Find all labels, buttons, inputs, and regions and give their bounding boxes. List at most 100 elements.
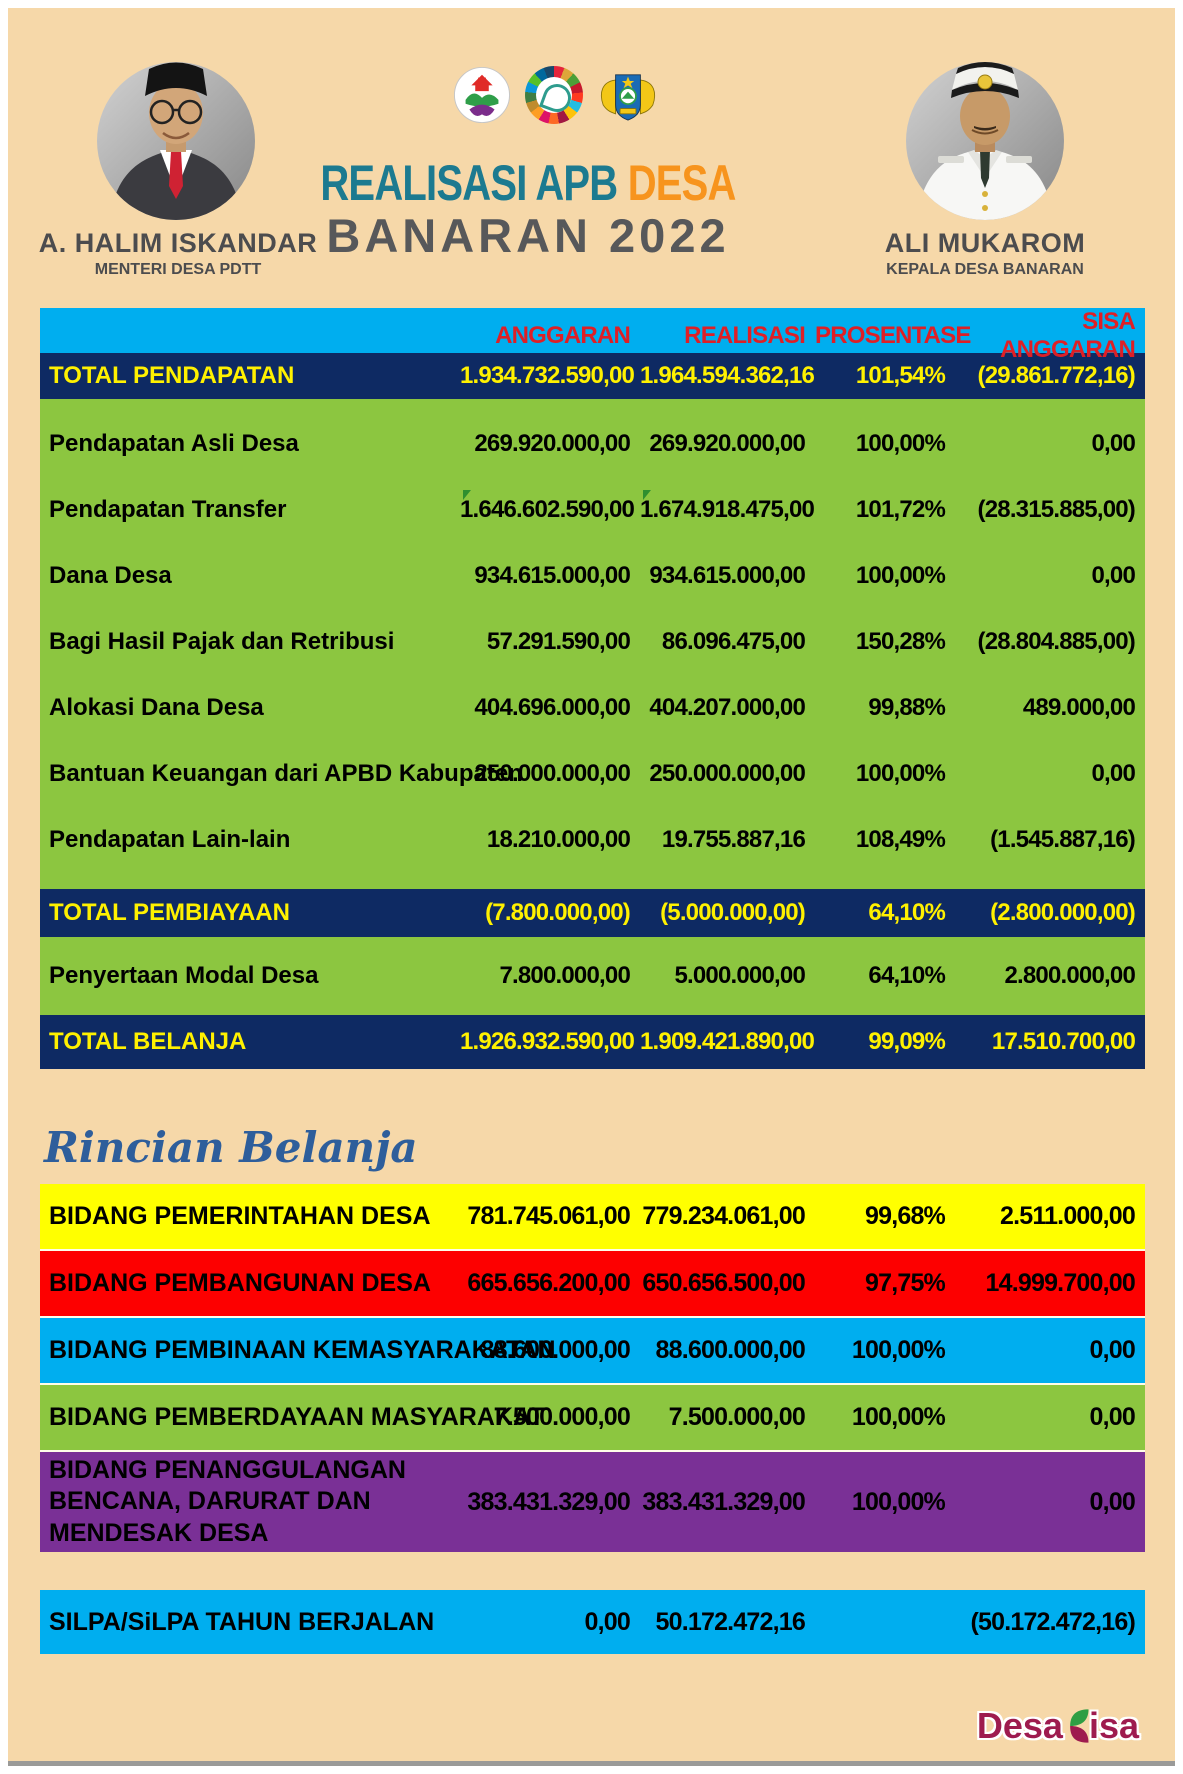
row-label: BIDANG PEMBERDAYAAN MASYARAKAT bbox=[49, 1403, 545, 1431]
row-label: TOTAL BELANJA bbox=[49, 1028, 247, 1055]
realisasi-value: 383.431.329,00 bbox=[642, 1487, 805, 1516]
poster-title-block: REALISASI APB DESA BANARAN 2022 bbox=[188, 154, 868, 263]
sisa-value: 0,00 bbox=[1089, 1487, 1136, 1516]
village-head-name: ALI MUKAROM bbox=[884, 228, 1086, 258]
anggaran-value: 1.646.602.590,00 bbox=[460, 496, 635, 523]
prosentase-value: 64,10% bbox=[868, 899, 945, 926]
realisasi-value: 88.600.000,00 bbox=[655, 1336, 806, 1364]
minister-title: MENTERI DESA PDTT bbox=[94, 261, 262, 278]
pendapatan-asli-desa-row: Pendapatan Asli Desa 269.920.000,00 269.… bbox=[40, 411, 1145, 477]
sisa-value: 489.000,00 bbox=[1022, 694, 1136, 721]
sisa-value: (29.861.772,16) bbox=[977, 362, 1136, 389]
realisasi-value: 1.909.421.890,00 bbox=[640, 1028, 815, 1055]
sisa-value: (50.172.472,16) bbox=[970, 1607, 1135, 1636]
realisasi-value: 19.755.887,16 bbox=[661, 826, 806, 853]
row-label: Penyertaan Modal Desa bbox=[49, 962, 319, 989]
anggaran-value: 1.934.732.590,00 bbox=[460, 362, 635, 389]
anggaran-value: (7.800.000,00) bbox=[485, 899, 631, 926]
pendapatan-detail-block: Pendapatan Asli Desa 269.920.000,00 269.… bbox=[40, 399, 1145, 889]
row-label: Bagi Hasil Pajak dan Retribusi bbox=[49, 628, 395, 655]
realisasi-cell: 1.674.918.475,00 bbox=[640, 490, 815, 524]
anggaran-value: 18.210.000,00 bbox=[486, 826, 631, 853]
sdgs-wheel-logo-icon bbox=[524, 66, 583, 124]
brand-text-desa: Desa bbox=[976, 1705, 1063, 1746]
sisa-value: 17.510.700,00 bbox=[991, 1028, 1136, 1055]
bidang-pembangunan-row: BIDANG PEMBANGUNAN DESA 665.656.200,00 6… bbox=[40, 1249, 1145, 1316]
row-label: Bantuan Keuangan dari APBD Kabupaten bbox=[49, 760, 523, 787]
anggaran-value: 0,00 bbox=[584, 1607, 631, 1636]
row-label: SILPA/SiLPA TAHUN BERJALAN bbox=[49, 1607, 435, 1636]
poster-subtitle: BANARAN 2022 bbox=[326, 209, 730, 262]
prosentase-value: 99,68% bbox=[865, 1202, 946, 1230]
realisasi-value: 934.615.000,00 bbox=[649, 562, 805, 589]
realisasi-value: 404.207.000,00 bbox=[649, 694, 805, 721]
prosentase-value: 100,00% bbox=[855, 760, 946, 787]
bidang-pemerintahan-row: BIDANG PEMERINTAHAN DESA 781.745.061,00 … bbox=[40, 1184, 1145, 1249]
total-pembiayaan-row: TOTAL PEMBIAYAAN (7.800.000,00) (5.000.0… bbox=[40, 889, 1145, 937]
anggaran-value: 665.656.200,00 bbox=[467, 1269, 630, 1297]
prosentase-value: 100,00% bbox=[851, 1487, 946, 1516]
dana-desa-row: Dana Desa 934.615.000,00 934.615.000,00 … bbox=[40, 543, 1145, 609]
sisa-value: (2.800.000,00) bbox=[990, 899, 1136, 926]
sisa-value: 0,00 bbox=[1089, 1336, 1136, 1364]
rincian-belanja-table: BIDANG PEMERINTAHAN DESA 781.745.061,00 … bbox=[40, 1184, 1145, 1654]
bantuan-keuangan-apbd-row: Bantuan Keuangan dari APBD Kabupaten 250… bbox=[40, 741, 1145, 807]
sdgs-center-swirl bbox=[538, 80, 575, 116]
col-header-realisasi: REALISASI bbox=[684, 322, 806, 349]
sisa-value: (28.315.885,00) bbox=[977, 496, 1136, 523]
prosentase-value: 101,54% bbox=[855, 362, 946, 389]
bidang-pemberdayaan-row: BIDANG PEMBERDAYAAN MASYARAKAT 7.500.000… bbox=[40, 1383, 1145, 1450]
village-head-photo bbox=[900, 38, 1070, 228]
bidang-pembinaan-row: BIDANG PEMBINAAN KEMASYARAKATAN 88.600.0… bbox=[40, 1316, 1145, 1383]
row-label: BIDANG PEMBINAAN KEMASYARAKATAN bbox=[49, 1336, 556, 1364]
row-label: TOTAL PEMBIAYAAN bbox=[49, 899, 290, 926]
anggaran-value: 934.615.000,00 bbox=[474, 562, 630, 589]
row-label: BIDANG PEMBANGUNAN DESA bbox=[49, 1269, 431, 1297]
row-label: BIDANG PENANGGULANGAN BENCANA, DARURAT D… bbox=[49, 1456, 406, 1547]
sisa-value: 2.511.000,00 bbox=[1000, 1202, 1136, 1230]
minister-name: A. HALIM ISKANDAR bbox=[38, 228, 318, 258]
anggaran-value: 383.431.329,00 bbox=[467, 1487, 630, 1516]
row-label: Dana Desa bbox=[49, 562, 172, 589]
prosentase-value: 100,00% bbox=[851, 1336, 946, 1364]
sisa-value: (28.804.885,00) bbox=[977, 628, 1136, 655]
pendapatan-lain-lain-row: Pendapatan Lain-lain 18.210.000,00 19.75… bbox=[40, 807, 1145, 873]
penyertaan-modal-desa-row: Penyertaan Modal Desa 7.800.000,00 5.000… bbox=[40, 937, 1145, 1015]
poster-title: REALISASI APB DESA bbox=[256, 154, 800, 212]
brand-text-isa: isa bbox=[1088, 1705, 1139, 1746]
bidang-penanggulangan-bencana-row: BIDANG PENANGGULANGAN BENCANA, DARURAT D… bbox=[40, 1450, 1145, 1552]
alokasi-dana-desa-row: Alokasi Dana Desa 404.696.000,00 404.207… bbox=[40, 675, 1145, 741]
realisasi-value: 7.500.000,00 bbox=[668, 1403, 806, 1431]
cell-note-icon bbox=[643, 490, 651, 500]
row-label: TOTAL PENDAPATAN bbox=[49, 362, 295, 389]
row-label: BIDANG PEMERINTAHAN DESA bbox=[49, 1202, 431, 1230]
anggaran-value: 57.291.590,00 bbox=[486, 628, 631, 655]
prosentase-value: 108,49% bbox=[855, 826, 946, 853]
table-header-row: ANGGARAN REALISASI PROSENTASE SISA ANGGA… bbox=[40, 308, 1145, 363]
anggaran-value: 404.696.000,00 bbox=[474, 694, 630, 721]
realisasi-value: 1.964.594.362,16 bbox=[640, 362, 815, 389]
anggaran-value: 88.600.000,00 bbox=[480, 1336, 631, 1364]
prosentase-value: 99,09% bbox=[868, 1028, 945, 1055]
prosentase-value: 97,75% bbox=[865, 1269, 946, 1297]
desa-bisa-logo: Desa isa bbox=[977, 1705, 1139, 1747]
sisa-value: 0,00 bbox=[1091, 562, 1135, 589]
total-pendapatan-row: TOTAL PENDAPATAN 1.934.732.590,00 1.964.… bbox=[40, 353, 1145, 399]
col-header-prosentase: PROSENTASE bbox=[815, 322, 971, 349]
anggaran-value: 781.745.061,00 bbox=[467, 1202, 630, 1230]
sisa-value: 0,00 bbox=[1091, 430, 1135, 457]
row-label: Pendapatan Asli Desa bbox=[49, 430, 299, 457]
minister-photo bbox=[91, 38, 261, 228]
prosentase-value: 99,88% bbox=[868, 694, 945, 721]
budget-table: ANGGARAN REALISASI PROSENTASE SISA ANGGA… bbox=[40, 308, 1145, 1069]
silpa-tahun-berjalan-row: SILPA/SiLPA TAHUN BERJALAN 0,00 50.172.4… bbox=[40, 1590, 1145, 1654]
realisasi-value: 1.674.918.475,00 bbox=[640, 496, 815, 523]
minister-caption: A. HALIM ISKANDAR MENTERI DESA PDTT bbox=[18, 228, 338, 279]
realisasi-value: 86.096.475,00 bbox=[661, 628, 806, 655]
prosentase-value: 101,72% bbox=[855, 496, 946, 523]
anggaran-value: 250.000.000,00 bbox=[474, 760, 630, 787]
realisasi-value: 779.234.061,00 bbox=[642, 1202, 805, 1230]
row-label: Alokasi Dana Desa bbox=[49, 694, 264, 721]
anggaran-value: 7.800.000,00 bbox=[499, 962, 630, 989]
